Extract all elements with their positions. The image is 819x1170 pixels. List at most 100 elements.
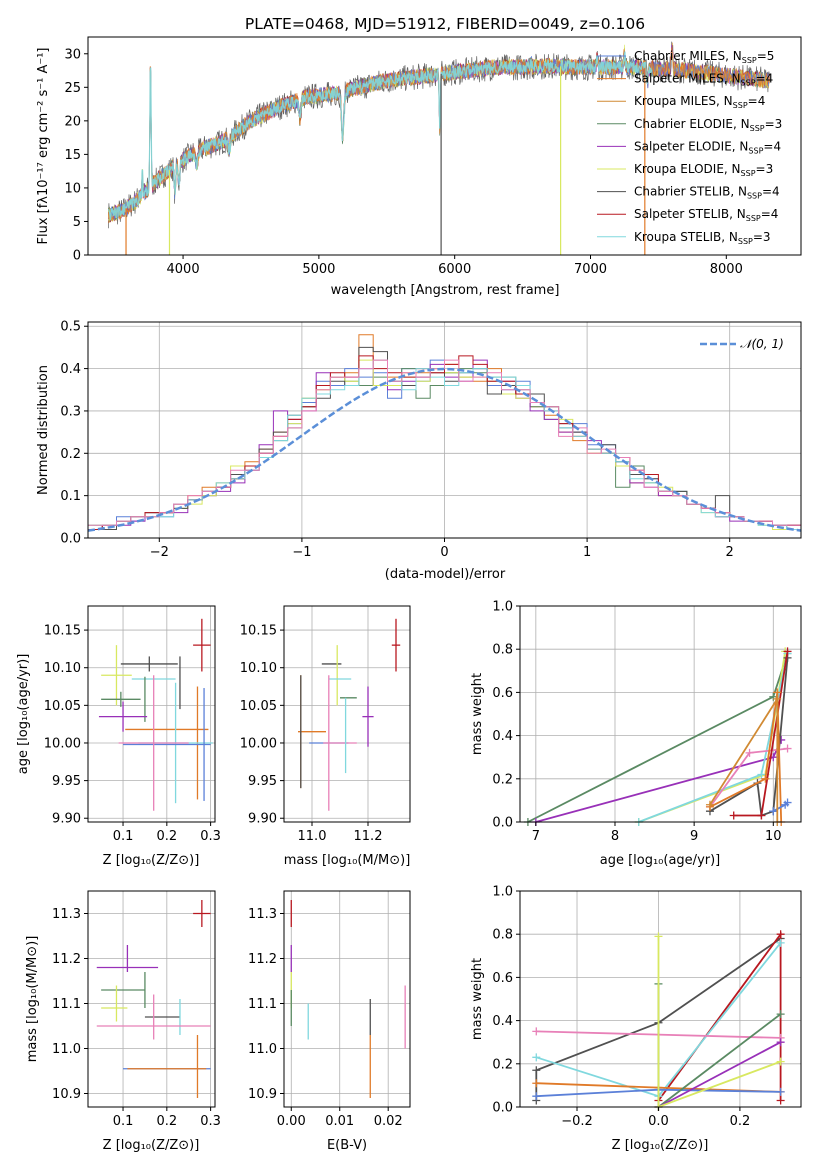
weight-vs-metallicity-xtick-label: 0.0 [648,1114,669,1129]
weight-vs-metallicity-ytick-label: 0.6 [492,971,513,986]
mass-vs-ebv-panel: 0.00 0.01 0.02 10.9 11.0 11.1 11.2 11.3 E(B-V) [248,890,411,1153]
residuals-ytick-label: 0.2 [60,447,81,462]
weight-vs-metallicity-ytick-label: 0.2 [492,1057,513,1072]
weight-vs-age-ytick-label: 0.6 [492,686,513,701]
weight-vs-age-ytick-label: 0.0 [492,816,513,831]
spectrum-legend-label: Kroupa STELIB, NSSP=3 [634,230,771,246]
spectrum-legend-label: Salpeter ELODIE, NSSP=4 [634,139,781,155]
mass-vs-ebv-ytick-label: 11.1 [248,997,277,1012]
weight-vs-metallicity-marker [532,1066,541,1075]
weight-vs-metallicity-marker [532,1079,541,1088]
weight-vs-metallicity-marker [654,932,663,941]
weight-vs-age-marker [745,748,754,757]
residuals-xtick-label: −1 [292,545,311,560]
age-vs-mass-ytick-label: 10.05 [240,699,277,714]
age-vs-metallicity-ytick-label: 10.15 [44,624,81,639]
residuals-ytick-label: 0.5 [60,320,81,335]
spectrum-ytick-label: 20 [64,114,81,129]
weight-vs-metallicity-line-salpeter_elodie [658,1041,782,1108]
residuals-ylabel-text: Normed distribution [36,365,51,495]
spectrum-xtick-label: 5000 [302,262,335,277]
spectrum-legend-label: Kroupa ELODIE, NSSP=3 [634,162,773,178]
mass-vs-ebv-ytick-label: 11.3 [248,907,277,922]
residuals-histogram-pink [87,359,801,538]
weight-vs-metallicity-xlabel: Z [log₁₀(Z/Z⊙)] [612,1138,709,1153]
weight-vs-metallicity-marker [776,1038,785,1047]
residuals-ytick-label: 0.0 [60,532,81,547]
spectrum-legend-label: Kroupa MILES, NSSP=4 [634,94,765,110]
residuals-ytick-label: 0.4 [60,362,81,377]
spectrum-xtick-label: 8000 [710,262,743,277]
weight-vs-age-marker [729,811,738,820]
weight-vs-metallicity-ytick-label: 1.0 [492,885,513,900]
weight-vs-age-xtick-label: 10 [765,829,782,844]
spectrum-ytick-label: 15 [64,148,81,163]
spectrum-legend-label: Chabrier MILES, NSSP=5 [634,49,774,65]
age-vs-mass-ytick-label: 10.10 [240,661,277,676]
weight-vs-age-panel: 7 8 9 10 0.0 0.2 0.4 0.6 0.8 1.0 age [log₁₀(age/y… [470,600,802,868]
mass-vs-metallicity-xtick-label: 0.2 [156,1114,177,1129]
age-vs-metallicity-xtick-label: 0.3 [200,829,221,844]
age-vs-mass-ytick-label: 9.95 [248,774,277,789]
mass-vs-ebv-xtick-label: 0.02 [374,1114,403,1129]
mass-vs-metallicity-panel: 0.1 0.2 0.3 10.9 11.0 11.1 11.2 11.3 Z [log₁₀(Z… [25,890,221,1153]
age-vs-metallicity-ytick-label: 10.05 [44,699,81,714]
weight-vs-metallicity-marker [776,930,785,939]
spectrum-ylabel: Flux [fλ10⁻¹⁷ erg cm⁻² s⁻¹ A⁻¹] [36,48,51,245]
spectrum-xtick-label: 6000 [438,262,471,277]
spectrum-ytick-label: 10 [64,181,81,196]
age-vs-metallicity-panel: 0.1 0.2 0.3 9.90 9.95 10.00 10.05 10.10 10.15 Z … [16,605,221,868]
weight-vs-metallicity-panel: −0.2 0.0 0.2 0.0 0.2 0.4 0.6 0.8 1.0 Z [log₁₀(Z/… [470,885,802,1153]
weight-vs-age-marker [783,647,792,656]
age-vs-mass-ytick-label: 9.90 [248,812,277,827]
weight-vs-age-line-salpeter_miles [709,692,783,823]
spectrum-ytick-label: 0 [73,249,81,264]
weight-vs-metallicity-marker [776,1096,785,1105]
mass-vs-metallicity-ytick-label: 11.1 [52,997,81,1012]
weight-vs-age-xlabel: age [log₁₀(age/yr)] [600,853,721,868]
spectrum-axes-frame [87,36,802,256]
weight-vs-age-ytick-label: 0.8 [492,643,513,658]
mass-vs-metallicity-xtick-label: 0.3 [200,1114,221,1129]
weight-vs-metallicity-xtick-label: −0.2 [561,1114,593,1129]
weight-vs-age-marker [783,798,792,807]
weight-vs-age-marker [705,800,714,809]
weight-vs-age-marker [783,744,792,753]
weight-vs-age-ytick-label: 0.4 [492,729,513,744]
normal-curve [87,367,802,532]
mass-vs-ebv-ytick-label: 10.9 [248,1087,277,1102]
weight-vs-metallicity-ylabel-text: mass weight [470,958,485,1040]
spectrum-xtick-label: 4000 [167,262,200,277]
residuals-xtick-label: 1 [583,545,591,560]
residuals-xtick-label: 2 [726,545,734,560]
spectrum-panel: PLATE=0468, MJD=51912, FIBERID=0049, z=0… [36,15,802,298]
age-vs-metallicity-xtick-label: 0.1 [113,829,134,844]
mass-vs-metallicity-xtick-label: 0.1 [113,1114,134,1129]
mass-vs-metallicity-ytick-label: 11.2 [52,952,81,967]
residuals-ytick-label: 0.3 [60,404,81,419]
weight-vs-metallicity-marker [532,1092,541,1101]
spectrum-title: PLATE=0468, MJD=51912, FIBERID=0049, z=0… [245,15,645,33]
mass-vs-ebv-ytick-label: 11.2 [248,952,277,967]
weight-vs-age-marker [761,774,770,783]
spectrum-ytick-label: 25 [64,81,81,96]
weight-vs-age-marker [773,694,782,703]
residuals-ylabel: Normed distribution [36,365,51,495]
weight-vs-metallicity-marker [776,1057,785,1066]
weight-vs-metallicity-ytick-label: 0.0 [492,1101,513,1116]
age-vs-mass-xlabel: mass [log₁₀(M/M⊙)] [284,853,411,868]
normal-legend-label: 𝒩(0, 1) [740,337,784,351]
weight-vs-age-marker [757,811,766,820]
residuals-xtick-label: −2 [150,545,169,560]
residuals-ytick-label: 0.1 [60,489,81,504]
residuals-panel: −2 −1 0 1 2 0.0 0.1 0.2 0.3 0.4 0.5 (data-model)/e… [36,320,802,582]
weight-vs-age-ytick-label: 1.0 [492,600,513,615]
age-vs-mass-frame [283,605,411,823]
weight-vs-metallicity-marker [532,1053,541,1062]
weight-vs-metallicity-marker [532,1027,541,1036]
age-vs-metallicity-ytick-label: 9.90 [52,812,81,827]
mass-vs-ebv-xlabel: E(B-V) [327,1138,367,1153]
age-vs-metallicity-ytick-label: 10.00 [44,736,81,751]
weight-vs-age-ylabel-text: mass weight [470,673,485,755]
